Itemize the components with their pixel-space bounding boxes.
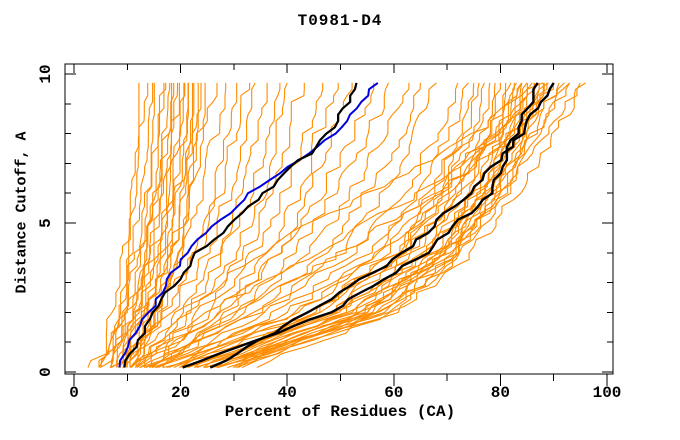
orange-model-curve: [116, 82, 171, 368]
orange-model-curve: [158, 82, 437, 368]
orange-model-curve: [144, 82, 288, 368]
x-tick-label-80: 80: [491, 384, 510, 402]
black-model-3-curve: [209, 82, 555, 369]
orange-model-curve: [87, 82, 140, 368]
orange-model-curve: [145, 82, 389, 369]
orange-model-curve: [166, 82, 475, 369]
plot-border: [64, 63, 614, 375]
orange-model-curve: [162, 82, 523, 369]
orange-model-curve: [139, 82, 410, 369]
orange-model-curve: [129, 82, 544, 368]
orange-model-curve: [139, 82, 555, 368]
y-tick-label-5: 5: [37, 218, 55, 228]
blue-model-curve: [118, 82, 379, 368]
orange-model-curve: [110, 82, 155, 368]
orange-model-curve: [205, 82, 515, 369]
x-tick-label-0: 0: [69, 384, 79, 402]
orange-model-curve: [152, 82, 421, 369]
orange-model-curve: [151, 82, 353, 368]
black-model-2-curve: [182, 82, 539, 369]
black-model-1-curve: [123, 82, 358, 368]
orange-model-curve: [135, 82, 281, 368]
orange-model-curve: [123, 82, 189, 368]
orange-model-curve: [148, 82, 324, 368]
orange-model-curve: [131, 82, 305, 368]
orange-model-curve: [179, 82, 528, 368]
x-tick-label-60: 60: [384, 384, 403, 402]
orange-model-curve: [129, 82, 199, 368]
y-tick-label-0: 0: [37, 367, 55, 377]
orange-model-curve: [217, 82, 523, 369]
axes-box: [64, 63, 614, 386]
x-axis-label: Percent of Residues (CA): [224, 403, 456, 421]
orange-model-curve: [217, 82, 548, 368]
orange-model-curve: [98, 82, 154, 368]
orange-model-curve: [241, 82, 535, 369]
x-tick-label-20: 20: [171, 384, 190, 402]
orange-model-curve: [134, 82, 251, 368]
x-tick-label-100: 100: [593, 384, 622, 402]
orange-model-curve: [136, 82, 375, 368]
orange-model-curve: [162, 82, 469, 368]
orange-model-curve: [130, 82, 206, 368]
orange-model-curve: [238, 82, 586, 368]
orange-model-curve: [216, 82, 581, 369]
orange-model-curve: [100, 82, 167, 368]
orange-model-curve: [123, 82, 238, 368]
y-axis-label: Distance Cutoff, A: [13, 131, 31, 294]
orange-model-curve: [118, 82, 189, 368]
orange-model-curve: [144, 82, 459, 369]
chart-title: T0981-D4: [297, 12, 383, 30]
orange-model-curve: [129, 82, 202, 368]
x-tick-label-40: 40: [278, 384, 297, 402]
orange-model-curve: [99, 82, 185, 368]
orange-model-curve: [110, 82, 218, 368]
orange-model-curve: [217, 82, 544, 369]
y-tick-label-10: 10: [37, 64, 55, 83]
orange-model-curve: [204, 82, 571, 369]
orange-model-curve: [116, 82, 175, 368]
orange-model-curves: [87, 82, 586, 369]
